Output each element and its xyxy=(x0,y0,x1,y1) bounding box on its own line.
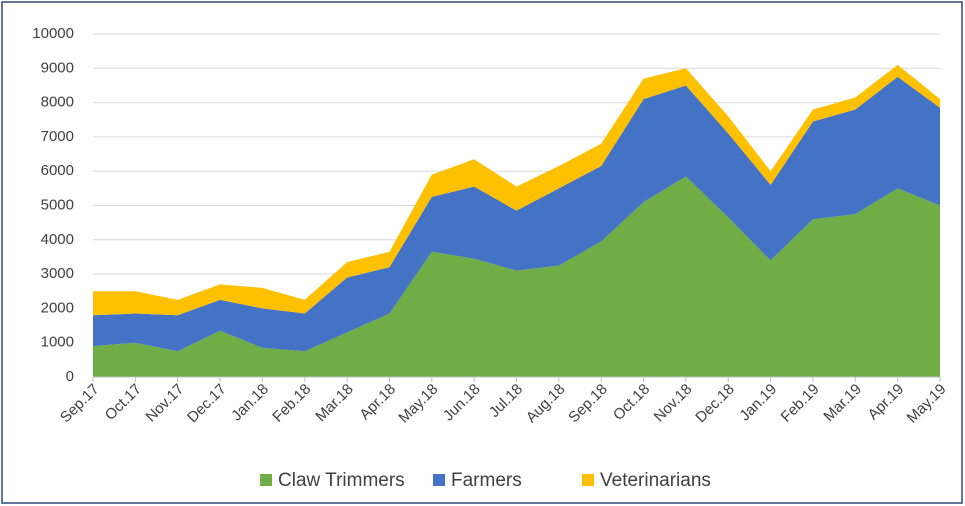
legend-swatch xyxy=(433,474,445,486)
area xyxy=(93,76,940,352)
y-tick-label: 4000 xyxy=(41,231,74,248)
y-tick-label: 8000 xyxy=(41,94,74,111)
y-tick-label: 2000 xyxy=(41,299,74,316)
legend-label: Farmers xyxy=(451,470,522,491)
y-tick-label: 9000 xyxy=(41,59,74,76)
y-tick-label: 5000 xyxy=(41,196,74,213)
legend-label: Claw Trimmers xyxy=(278,470,405,491)
area xyxy=(93,176,940,377)
y-tick-label: 1000 xyxy=(41,334,74,351)
y-tick-label: 10000 xyxy=(32,25,74,42)
y-tick-label: 3000 xyxy=(41,265,74,282)
legend-label: Veterinarians xyxy=(600,470,711,491)
y-tick-label: 0 xyxy=(66,368,74,385)
area xyxy=(93,64,940,316)
y-tick-label: 7000 xyxy=(41,128,74,145)
legend-swatch xyxy=(260,474,272,486)
y-tick-label: 6000 xyxy=(41,162,74,179)
legend-swatch xyxy=(582,474,594,486)
areas xyxy=(93,64,940,377)
